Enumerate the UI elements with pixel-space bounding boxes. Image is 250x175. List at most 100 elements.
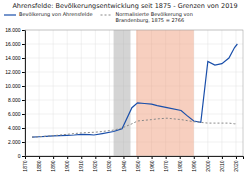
- x-tick-mark: [194, 156, 195, 159]
- grid-line-y: [25, 114, 243, 115]
- x-tick: 1920: [92, 156, 98, 172]
- x-tick-label: 1980: [177, 160, 183, 171]
- y-tick: 12.000: [5, 69, 25, 75]
- y-tick-mark: [22, 58, 25, 59]
- y-tick: 0: [18, 153, 25, 159]
- legend-item: Normalisierte Bevölkerung vonBrandenburg…: [101, 11, 193, 24]
- x-axis-line: [26, 157, 244, 160]
- x-tick-label: 1890: [50, 160, 56, 171]
- x-tick-label: 1990: [191, 160, 197, 171]
- y-tick: 10.000: [5, 83, 25, 89]
- y-tick: 6.000: [8, 111, 25, 117]
- legend-item: Bevölkerung von Ahrensfelde: [4, 11, 93, 18]
- plot-frame: [25, 30, 243, 156]
- legend-label: Bevölkerung von Ahrensfelde: [19, 11, 93, 18]
- y-tick-mark: [22, 156, 25, 157]
- x-tick: 2000: [205, 156, 211, 172]
- y-tick-mark: [22, 30, 25, 31]
- plot: 1870 1880 1890 1900 1910 1920 1930 1940 1950 1960…: [5, 27, 243, 172]
- x-tick: 1870: [22, 156, 28, 172]
- period-span: [114, 30, 131, 156]
- x-tick-mark: [95, 156, 96, 159]
- grid-line-x: [109, 30, 110, 156]
- y-tick-label: 18.000: [5, 27, 21, 33]
- grid-line-y: [25, 72, 243, 73]
- grid-line-x: [235, 30, 236, 156]
- x-tick-label: 1970: [163, 160, 169, 171]
- x-tick: 1890: [50, 156, 56, 172]
- x-tick-mark: [81, 156, 82, 159]
- x-tick-label: 1900: [64, 160, 70, 171]
- x-tick-label: 1910: [78, 160, 84, 171]
- x-tick: 1950: [135, 156, 141, 172]
- y-tick: 14.000: [5, 55, 25, 61]
- marks: [32, 30, 237, 156]
- x-tick-mark: [166, 156, 167, 159]
- x-tick: 1960: [149, 156, 155, 172]
- grid-line-y: [25, 128, 243, 129]
- y-tick-mark: [22, 128, 25, 129]
- legend: Bevölkerung von Ahrensfelde Normalisierte…: [4, 11, 193, 24]
- grid-line-y: [25, 100, 243, 101]
- x-tick: 2020: [233, 156, 239, 172]
- x-tick-label: 1920: [92, 160, 98, 171]
- period-span: [136, 30, 194, 156]
- y-tick-mark: [22, 114, 25, 115]
- y-tick-label: 4.000: [8, 125, 21, 131]
- x-tick-mark: [67, 156, 68, 159]
- x-tick-label: 2000: [205, 160, 211, 171]
- x-tick-label: 2020: [233, 160, 239, 171]
- y-tick-mark: [22, 44, 25, 45]
- series-line: [32, 44, 237, 137]
- x-tick-label: 1940: [121, 160, 127, 171]
- x-tick: 2010: [219, 156, 225, 172]
- x-axis: 1870 1880 1890 1900 1910 1920 1930 1940 1950 1960…: [22, 156, 243, 172]
- y-tick-label: 0: [18, 153, 21, 159]
- y-tick-mark: [22, 86, 25, 87]
- series-line: [32, 118, 237, 137]
- x-tick-label: 1950: [135, 160, 141, 171]
- grid: [25, 30, 243, 156]
- legend-label: Normalisierte Bevölkerung vonBrandenburg…: [116, 11, 193, 24]
- x-tick-mark: [208, 156, 209, 159]
- grid-line-x: [207, 30, 208, 156]
- y-tick-label: 12.000: [5, 69, 21, 75]
- grid-line-y: [25, 58, 243, 59]
- x-tick-mark: [123, 156, 124, 159]
- x-tick-label: 1880: [36, 160, 42, 171]
- legend-swatch: [101, 15, 113, 16]
- y-tick-label: 6.000: [8, 111, 21, 117]
- y-tick: 18.000: [5, 27, 25, 33]
- chart: Ahrensfelde: Bevölkerungsentwicklung sei…: [0, 0, 250, 175]
- x-tick-mark: [222, 156, 223, 159]
- y-tick: 4.000: [8, 125, 25, 131]
- x-tick: 1980: [177, 156, 183, 172]
- y-tick: 2.000: [8, 139, 25, 145]
- x-tick: 1930: [106, 156, 112, 172]
- y-tick-label: 8.000: [8, 97, 21, 103]
- grid-line-y: [25, 86, 243, 87]
- x-tick-mark: [53, 156, 54, 159]
- y-tick: 8.000: [8, 97, 25, 103]
- y-tick-mark: [22, 142, 25, 143]
- x-tick-mark: [39, 156, 40, 159]
- legend-label-line: Brandenburg, 1875 = 2766: [116, 17, 185, 24]
- x-tick-mark: [138, 156, 139, 159]
- y-axis: 0 2.000 4.000 6.000 8.000 10.000 12.000 14.000 1…: [5, 27, 25, 159]
- x-tick: 1990: [191, 156, 197, 172]
- grid-line-x: [67, 30, 68, 156]
- grid-line-x: [81, 30, 82, 156]
- x-tick: 1940: [121, 156, 127, 172]
- x-tick-label: 1930: [106, 160, 112, 171]
- grid-line-x: [95, 30, 96, 156]
- x-tick-label: 2010: [219, 160, 225, 171]
- y-tick-label: 14.000: [5, 55, 21, 61]
- grid-line-x: [53, 30, 54, 156]
- x-tick-mark: [109, 156, 110, 159]
- y-tick-label: 2.000: [8, 139, 21, 145]
- legend-label-line: Bevölkerung von Ahrensfelde: [19, 11, 93, 18]
- x-tick: 1880: [36, 156, 42, 172]
- x-tick-mark: [180, 156, 181, 159]
- y-tick-mark: [22, 72, 25, 73]
- x-tick: 1970: [163, 156, 169, 172]
